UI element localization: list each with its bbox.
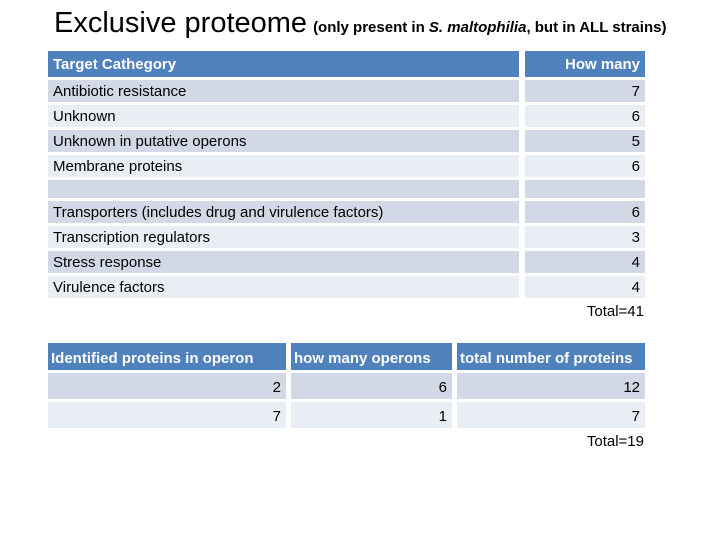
subtitle-suffix: , but in ALL strains)	[526, 19, 667, 36]
table-row: Antibiotic resistance 7	[48, 80, 645, 102]
column-header-target-cathegory: Target Cathegory	[48, 51, 519, 77]
operon-proteins-count: 7	[48, 402, 286, 428]
category-label: Virulence factors	[48, 276, 519, 298]
table-row: Unknown 6	[48, 105, 645, 127]
category-label: Transcription regulators	[48, 226, 519, 248]
column-header-total-proteins: total number of proteins	[457, 343, 645, 370]
operon-proteins-count: 2	[48, 373, 286, 399]
title-main-text: Exclusive proteome	[54, 7, 308, 39]
column-header-how-many-operons: how many operons	[291, 343, 452, 370]
spacer-row	[48, 180, 645, 198]
category-count: 6	[525, 201, 645, 223]
category-label: Unknown in putative operons	[48, 130, 519, 152]
category-label: Stress response	[48, 251, 519, 273]
column-header-identified-proteins: Identified proteins in operon	[48, 343, 286, 370]
category-count: 4	[525, 251, 645, 273]
category-count: 5	[525, 130, 645, 152]
table2-total: Total=19	[586, 433, 644, 450]
table-row: Membrane proteins 6	[48, 155, 645, 177]
category-count: 3	[525, 226, 645, 248]
operon-table: Identified proteins in operon how many o…	[48, 343, 645, 428]
category-table-header-row: Target Cathegory How many	[48, 51, 645, 77]
category-count: 7	[525, 80, 645, 102]
subtitle-prefix: (only present in	[313, 19, 429, 36]
category-table: Target Cathegory How many Antibiotic res…	[48, 51, 645, 298]
spacer-cell	[525, 180, 645, 198]
table-row: Transporters (includes drug and virulenc…	[48, 201, 645, 223]
table-row: 7 1 7	[48, 402, 645, 428]
operon-total-proteins: 7	[457, 402, 645, 428]
page-title: Exclusive proteome (only present in S. ma…	[54, 4, 666, 47]
category-count: 4	[525, 276, 645, 298]
table-row: Unknown in putative operons 5	[48, 130, 645, 152]
category-count: 6	[525, 105, 645, 127]
category-label: Antibiotic resistance	[48, 80, 519, 102]
table-row: 2 6 12	[48, 373, 645, 399]
table1-total: Total=41	[586, 303, 644, 320]
spacer-cell	[48, 180, 519, 198]
category-label: Unknown	[48, 105, 519, 127]
operon-table-header-row: Identified proteins in operon how many o…	[48, 343, 645, 370]
table-row: Virulence factors 4	[48, 276, 645, 298]
title-subtitle: (only present in S. maltophilia, but in …	[313, 19, 666, 36]
operon-total-proteins: 12	[457, 373, 645, 399]
category-count: 6	[525, 155, 645, 177]
column-header-how-many: How many	[525, 51, 645, 77]
subtitle-species-name: S. maltophilia	[428, 19, 527, 36]
table-row: Stress response 4	[48, 251, 645, 273]
operon-count: 6	[291, 373, 452, 399]
table-row: Transcription regulators 3	[48, 226, 645, 248]
operon-count: 1	[291, 402, 452, 428]
category-label: Membrane proteins	[48, 155, 519, 177]
category-label: Transporters (includes drug and virulenc…	[48, 201, 519, 223]
slide-content: Target Cathegory How many Antibiotic res…	[48, 51, 645, 451]
